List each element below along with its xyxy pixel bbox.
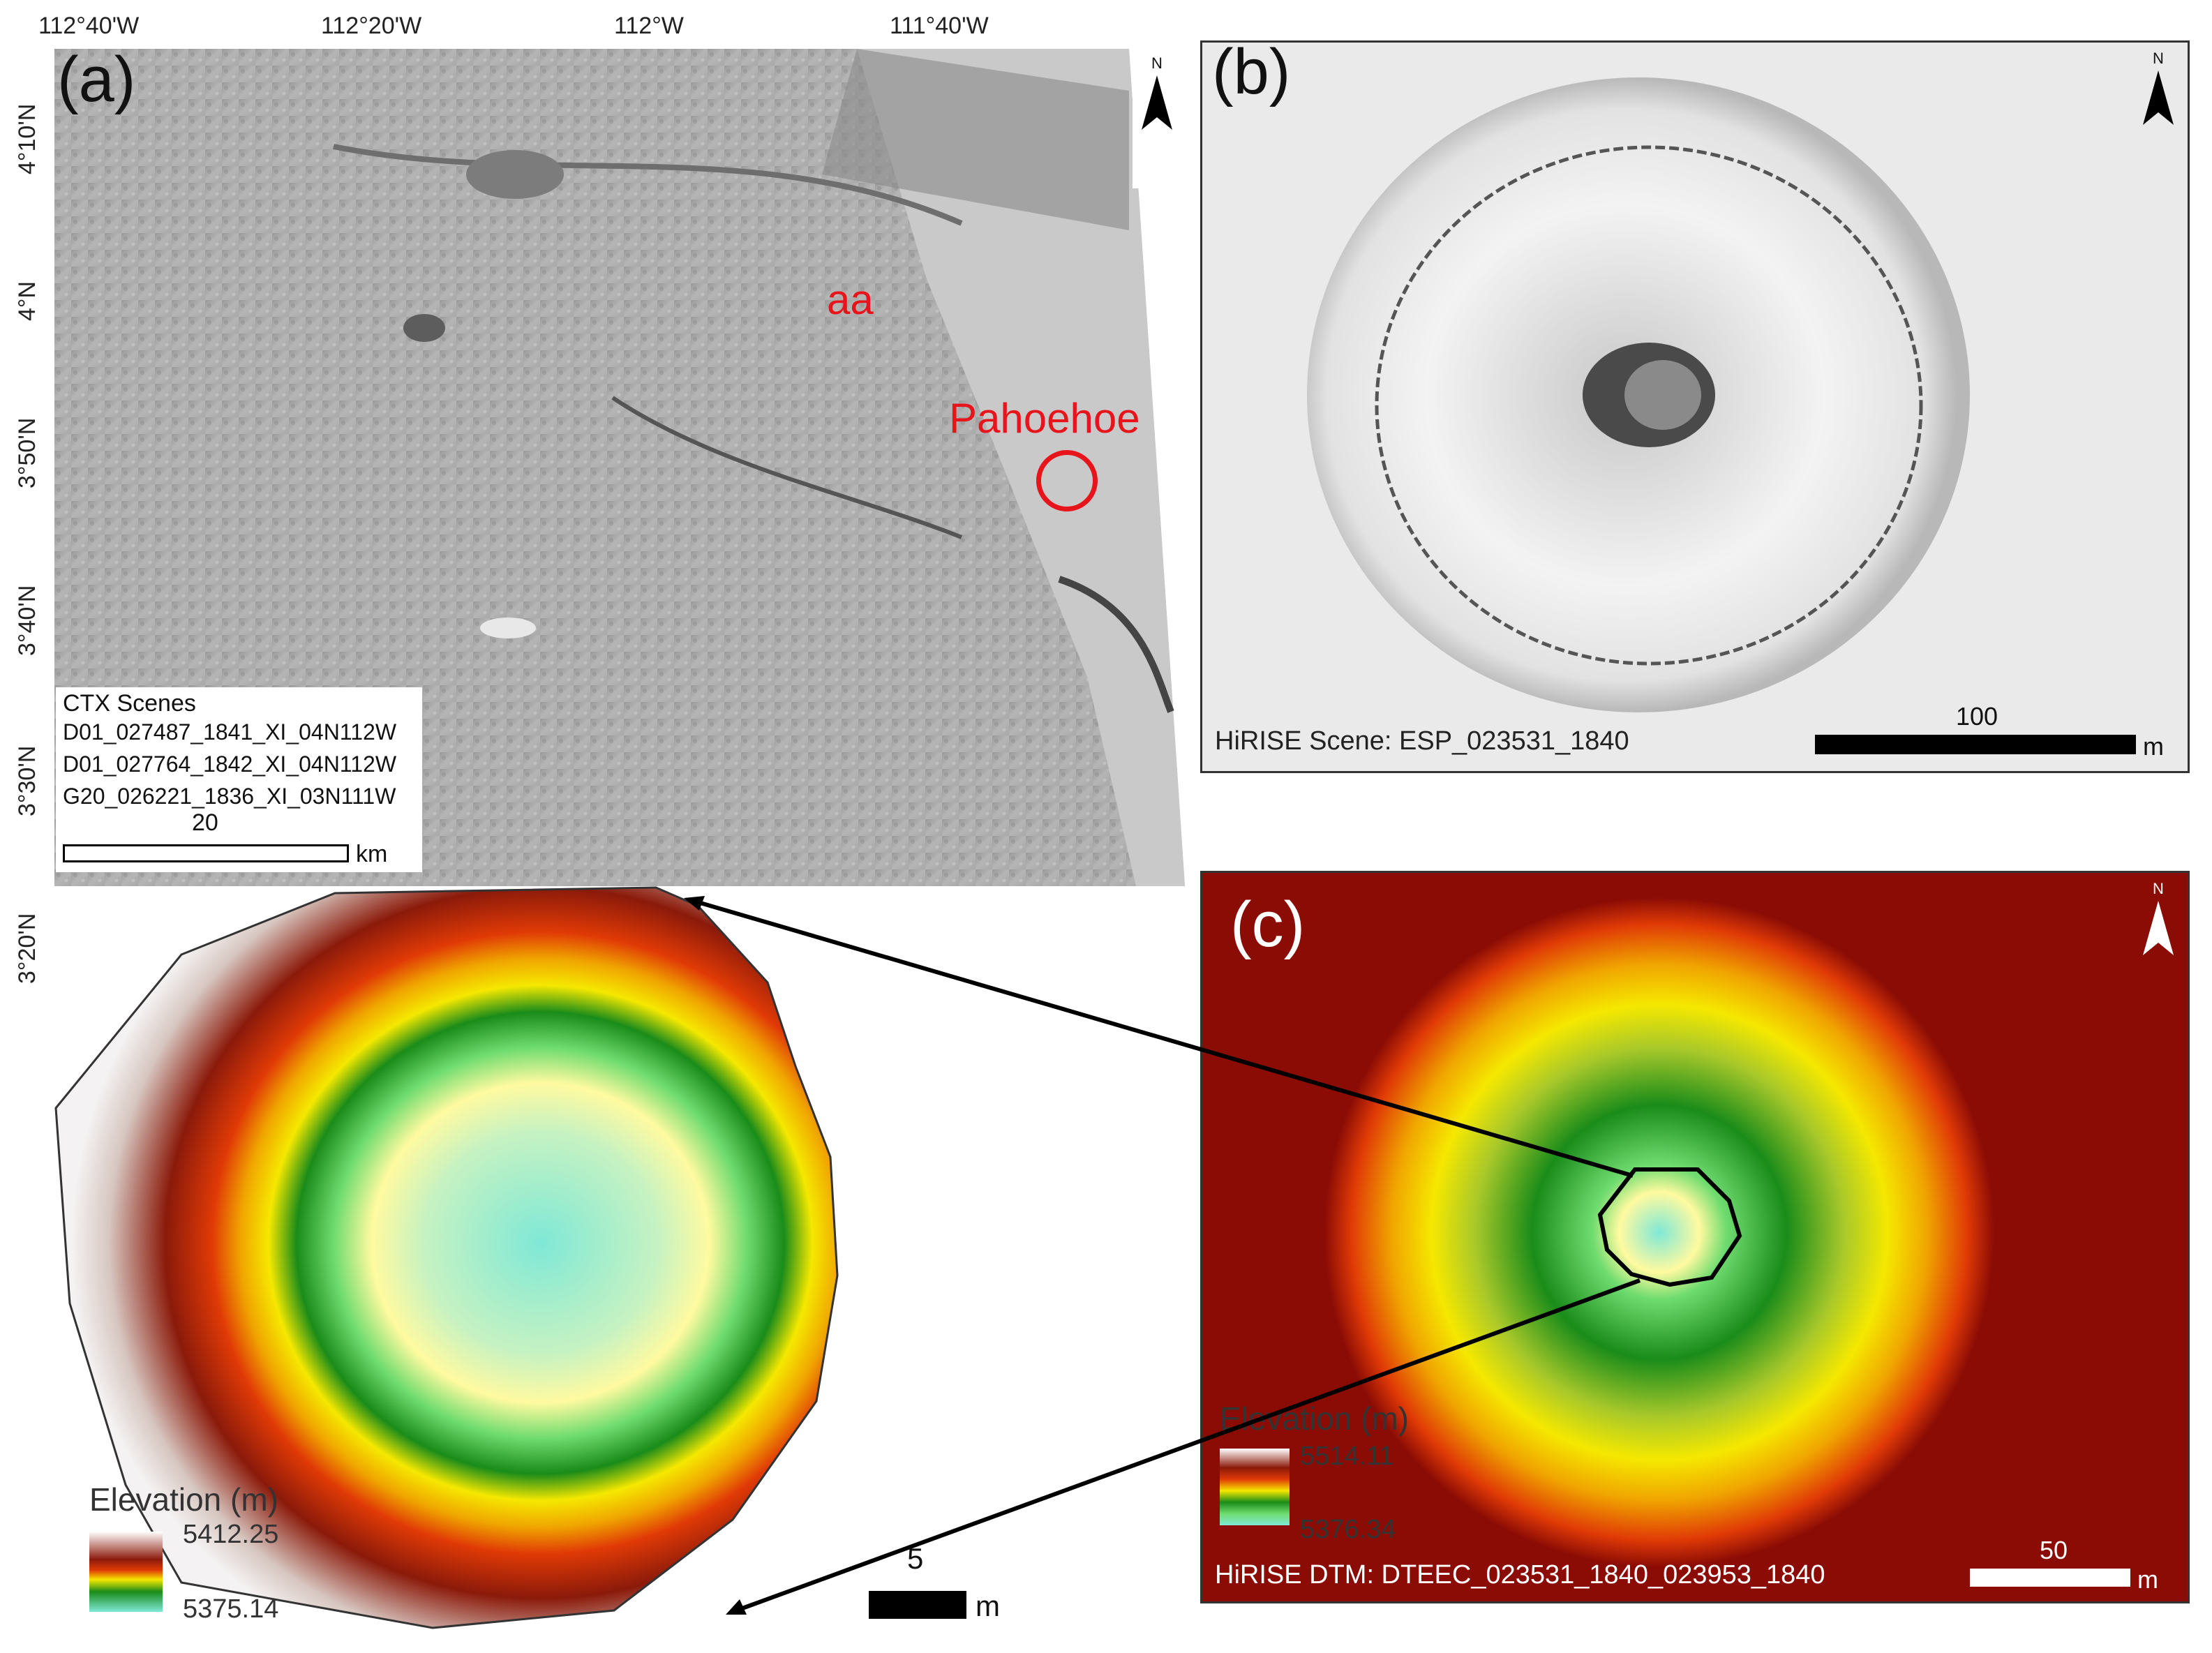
scale-bar-b	[1815, 735, 2136, 754]
legend-max-d: 5412.25	[183, 1520, 279, 1549]
annotation-aa: aa	[827, 276, 874, 323]
scale-unit-c: m	[2137, 1565, 2158, 1594]
north-arrow-icon: N	[2137, 50, 2179, 126]
panel-label-a: (a)	[57, 44, 136, 115]
ctx-mosaic-image	[54, 49, 1185, 886]
scale-value-a: 20	[192, 809, 218, 836]
legend-title-d: Elevation (m)	[89, 1481, 278, 1518]
dtm-label: HiRISE DTM: DTEEC_023531_1840_023953_184…	[1215, 1560, 1825, 1590]
panel-b: (b) N HiRISE Scene: ESP_023531_1840 100 …	[1200, 40, 2190, 773]
scale-unit-a: km	[356, 841, 388, 867]
scale-bar-c	[1970, 1569, 2130, 1587]
legend-title-c: Elevation (m)	[1220, 1400, 1409, 1437]
scale-unit-b: m	[2143, 732, 2164, 761]
lon-tick: 112°W	[614, 13, 684, 39]
legend-max-c: 5514.11	[1300, 1442, 1394, 1471]
legend-min-d: 5375.14	[183, 1594, 279, 1624]
elevation-ramp-d	[89, 1532, 163, 1612]
north-arrow-icon: N	[2137, 880, 2179, 957]
panel-c: (c) N Elevation (m) 5514.11 5376.34 HiRI…	[1200, 871, 2190, 1603]
scale-bar-a	[63, 844, 349, 862]
pahoehoe-circle-marker	[1036, 450, 1098, 511]
ctx-scenes-box: CTX Scenes D01_027487_1841_XI_04N112W D0…	[56, 687, 422, 872]
hirise-cone-image	[1202, 43, 2188, 771]
lon-tick: 112°40'W	[38, 13, 140, 39]
panel-label-c: (c)	[1230, 889, 1306, 960]
scale-bar-d	[869, 1591, 966, 1619]
ctx-scene-item: D01_027487_1841_XI_04N112W	[63, 719, 397, 745]
scale-unit-d: m	[976, 1590, 1000, 1622]
hirise-scene-label: HiRISE Scene: ESP_023531_1840	[1215, 726, 1629, 756]
north-arrow-icon: N	[1136, 54, 1178, 131]
legend-min-c: 5376.34	[1300, 1515, 1396, 1544]
lon-tick: 112°20'W	[321, 13, 422, 39]
dtm-elevation-image	[1324, 897, 1994, 1567]
annotation-pahoehoe: Pahoehoe	[949, 395, 1140, 442]
ctx-scene-item: G20_026221_1836_XI_03N111W	[63, 784, 396, 809]
panel-label-b: (b)	[1212, 40, 1291, 107]
scale-value-d: 5	[907, 1542, 924, 1575]
scale-value-c: 50	[2040, 1536, 2068, 1564]
ctx-scene-item: D01_027764_1842_XI_04N112W	[63, 751, 397, 777]
ctx-scenes-title: CTX Scenes	[63, 690, 196, 717]
lon-tick: 111°40'W	[890, 13, 989, 39]
crater-floor-zoom-image	[54, 886, 839, 1629]
scale-value-b: 100	[1956, 702, 1998, 731]
elevation-ramp-c	[1220, 1449, 1290, 1525]
